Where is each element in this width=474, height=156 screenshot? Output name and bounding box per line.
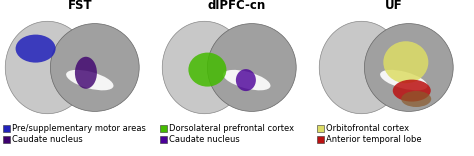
Ellipse shape xyxy=(75,57,97,89)
Bar xyxy=(317,125,324,132)
Ellipse shape xyxy=(208,24,296,111)
Text: dlPFC-cn: dlPFC-cn xyxy=(208,0,266,12)
Text: Pre/supplementary motor areas: Pre/supplementary motor areas xyxy=(12,124,146,133)
Text: Anterior temporal lobe: Anterior temporal lobe xyxy=(327,135,422,144)
Ellipse shape xyxy=(5,21,90,114)
Ellipse shape xyxy=(223,70,271,90)
Ellipse shape xyxy=(50,24,139,111)
Ellipse shape xyxy=(393,80,431,102)
Bar xyxy=(160,136,167,143)
Ellipse shape xyxy=(162,21,246,114)
Ellipse shape xyxy=(383,41,428,83)
Ellipse shape xyxy=(236,69,256,91)
Text: Dorsolateral prefrontal cortex: Dorsolateral prefrontal cortex xyxy=(170,124,295,133)
Ellipse shape xyxy=(365,24,453,111)
Bar xyxy=(3,125,10,132)
Bar xyxy=(160,125,167,132)
Text: UF: UF xyxy=(385,0,403,12)
Ellipse shape xyxy=(66,70,113,90)
Text: Orbitofrontal cortex: Orbitofrontal cortex xyxy=(327,124,410,133)
Text: Caudate nucleus: Caudate nucleus xyxy=(170,135,240,144)
Ellipse shape xyxy=(380,70,428,90)
Text: FST: FST xyxy=(68,0,92,12)
Ellipse shape xyxy=(16,35,55,63)
Text: Caudate nucleus: Caudate nucleus xyxy=(12,135,83,144)
Bar xyxy=(3,136,10,143)
Ellipse shape xyxy=(188,53,227,87)
Bar xyxy=(317,136,324,143)
Ellipse shape xyxy=(401,91,431,107)
Ellipse shape xyxy=(319,21,404,114)
